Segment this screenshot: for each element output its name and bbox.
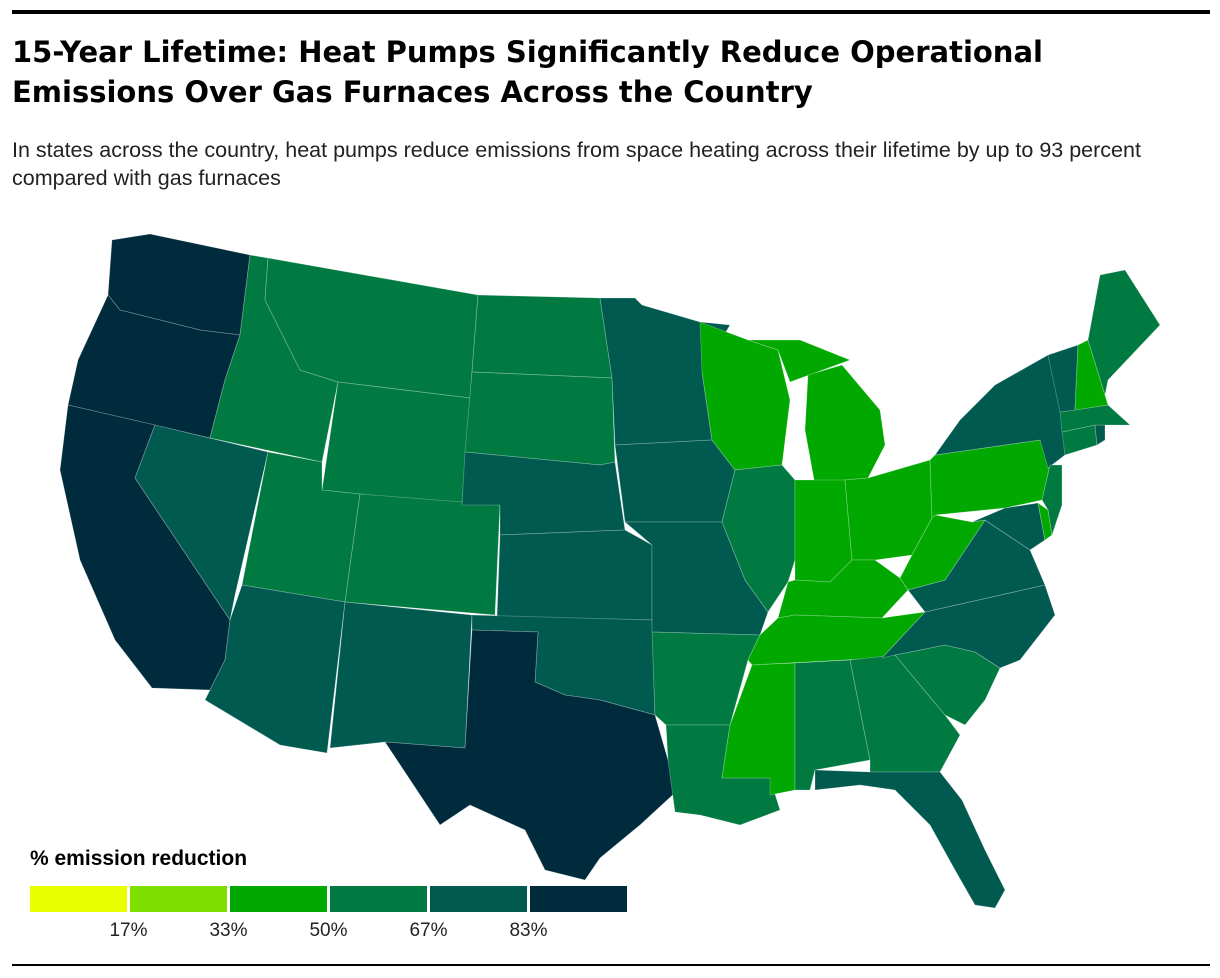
state-ND [471, 294, 613, 379]
state-NV [134, 424, 269, 621]
legend-title: % emission reduction [30, 847, 248, 870]
state-IA [614, 439, 736, 523]
legend-tick-label: 50% [309, 920, 348, 941]
state-AZ [204, 584, 346, 754]
state-FL [814, 769, 1006, 909]
legend-tick-label: 67% [409, 920, 448, 941]
state-WY [321, 381, 471, 506]
state-NM [329, 601, 473, 749]
legend-swatch-0 [30, 886, 127, 912]
legend-swatch-3 [330, 886, 427, 912]
legend-swatch-1 [130, 886, 227, 912]
legend-tick-label: 33% [209, 920, 248, 941]
legend-color-scale [30, 886, 627, 912]
bottom-rule [12, 964, 1210, 966]
legend-swatch-4 [430, 886, 527, 912]
legend-tick-label: 83% [509, 920, 548, 941]
legend-tick-label: 17% [109, 920, 148, 941]
state-CO [344, 493, 501, 616]
state-IN [794, 479, 853, 583]
page-subtitle: In states across the country, heat pumps… [12, 138, 1141, 190]
state-TX [384, 629, 679, 881]
state-GA [849, 654, 961, 773]
state-SC [894, 644, 1001, 726]
state-NH [1074, 339, 1109, 411]
legend-swatch-5 [530, 886, 627, 912]
state-MO [624, 521, 769, 636]
page-title: 15-Year Lifetime: Heat Pumps Significant… [12, 35, 1043, 109]
state-SD [464, 371, 616, 466]
state-RI [1094, 424, 1106, 446]
state-ME [1087, 269, 1161, 396]
state-NJ [1041, 464, 1063, 536]
legend-swatch-2 [230, 886, 327, 912]
top-rule [12, 10, 1210, 14]
state-KS [496, 529, 653, 621]
